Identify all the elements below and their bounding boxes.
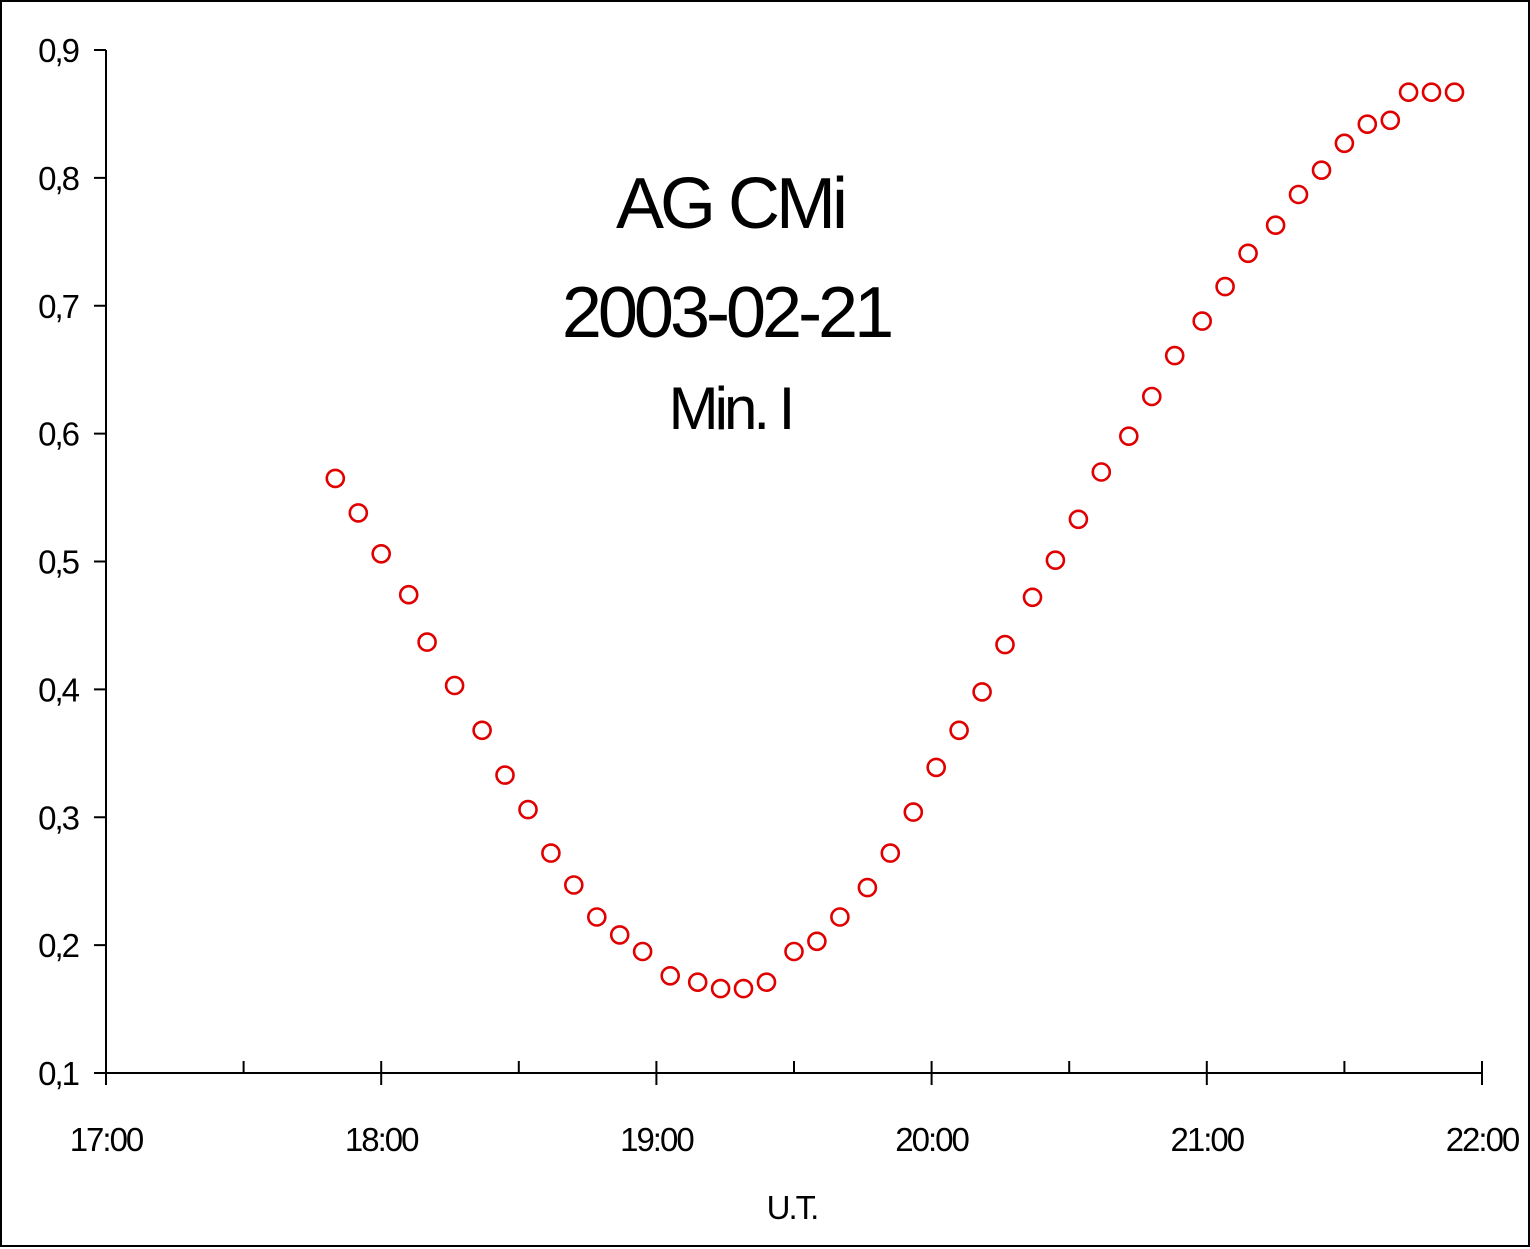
data-point (972, 682, 992, 702)
data-point (609, 925, 630, 945)
x-tick-label: 17:00 (70, 1121, 144, 1158)
data-point (563, 875, 584, 895)
data-point (1164, 345, 1185, 366)
data-point (1119, 426, 1139, 447)
data-point (1421, 82, 1442, 102)
data-point (1288, 184, 1309, 205)
data-point (1022, 587, 1043, 608)
data-point (325, 468, 346, 489)
data-point (949, 720, 969, 741)
data-point (1215, 276, 1235, 297)
data-point (807, 931, 827, 952)
data-point (495, 765, 515, 785)
data-point (472, 720, 492, 741)
data-point (926, 757, 947, 778)
data-point (371, 543, 392, 564)
data-point (830, 907, 850, 927)
data-point (660, 965, 681, 986)
chart-title-line-2: 2003-02-21 (562, 273, 891, 353)
data-point (1334, 133, 1355, 154)
data-point (733, 978, 754, 999)
y-tick-label: 0,7 (38, 288, 79, 325)
data-point (1444, 82, 1465, 102)
y-tick-label: 0,9 (38, 32, 79, 69)
data-point (1192, 311, 1212, 331)
chart-title-line-1: AG CMi (616, 164, 844, 244)
data-point (756, 972, 777, 993)
data-point (1398, 82, 1419, 102)
axis-ticks: 0,1 0,2 0,3 0,4 0,5 0,6 0,7 0,8 0,9 17:00 18:00 19:… (38, 32, 1522, 1158)
y-tick-label: 0,8 (38, 160, 79, 197)
data-points (325, 82, 1465, 999)
data-point (687, 972, 708, 993)
chart-title: AG CMi 2003-02-21 Min. I (562, 164, 895, 442)
data-point (784, 941, 804, 962)
data-point (1068, 509, 1089, 530)
y-tick-label: 0,2 (38, 927, 79, 964)
x-tick-label: 21:00 (1171, 1121, 1245, 1158)
data-point (857, 877, 878, 898)
data-point (1357, 114, 1378, 134)
data-point (417, 632, 437, 652)
chart-title-line-3: Min. I (669, 375, 792, 442)
y-tick-label: 0,4 (38, 671, 80, 708)
data-point (1045, 550, 1066, 571)
data-point (1091, 462, 1112, 482)
x-tick-label: 20:00 (895, 1121, 969, 1158)
x-axis-title: U.T. (767, 1189, 818, 1226)
data-point (880, 843, 901, 863)
x-tick-label: 19:00 (620, 1121, 694, 1158)
data-point (903, 802, 924, 822)
x-tick-label: 22:00 (1446, 1121, 1520, 1158)
data-point (541, 843, 561, 863)
data-point (1380, 110, 1401, 131)
y-tick-label: 0,5 (38, 544, 79, 581)
data-point (518, 799, 538, 820)
data-point (995, 634, 1015, 655)
data-point (1265, 215, 1286, 235)
data-point (1238, 243, 1258, 264)
data-point (632, 941, 653, 962)
data-point (444, 675, 465, 696)
data-point (710, 978, 731, 999)
data-point (398, 584, 419, 605)
data-point (1142, 386, 1162, 407)
data-point (586, 907, 607, 927)
y-tick-label: 0,3 (38, 799, 79, 836)
data-point (348, 503, 369, 523)
y-tick-label: 0,1 (38, 1055, 79, 1092)
x-tick-label: 18:00 (345, 1121, 419, 1158)
y-tick-label: 0,6 (38, 416, 79, 453)
data-point (1311, 160, 1332, 180)
